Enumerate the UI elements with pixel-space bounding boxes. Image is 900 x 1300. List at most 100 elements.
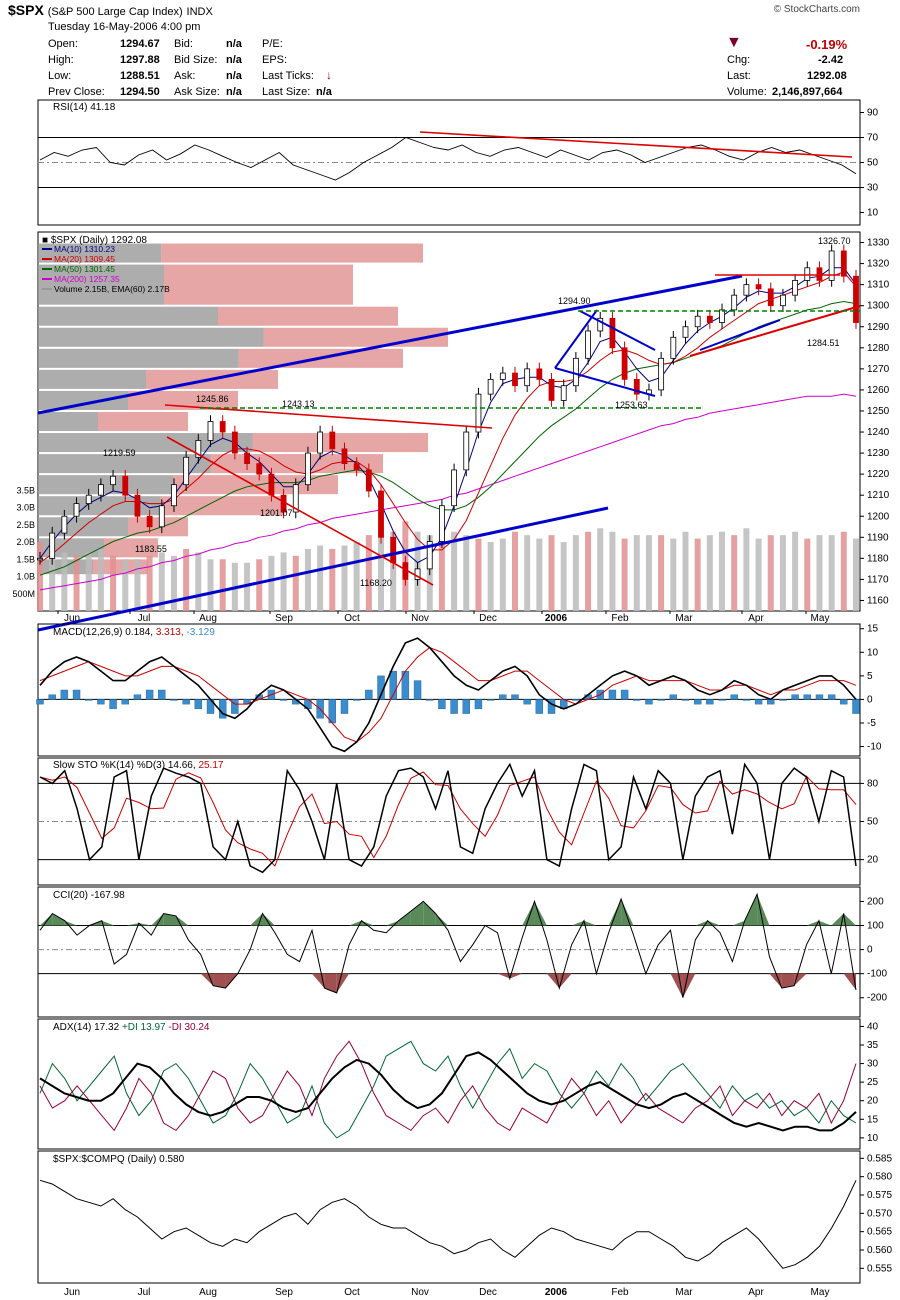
price-candle-body (840, 250, 847, 277)
low-label: Low: (48, 70, 72, 82)
macd-histogram-bar (547, 699, 556, 714)
price-candle-body (499, 372, 506, 380)
cci-oversold-fill (843, 973, 856, 991)
ma-legend-item: Volume 2.15B, EMA(60) 2.17B (54, 284, 170, 294)
cci-overbought-fill (398, 911, 411, 926)
price-candle-body (219, 421, 226, 433)
volume-bar (61, 552, 68, 611)
volume-bar (280, 552, 287, 611)
last-ticks-label: Last Ticks: (262, 70, 314, 82)
high-value: 1297.88 (120, 54, 160, 66)
ratio-legend: $SPX:$COMPQ (Daily) 0.580 (53, 1154, 185, 1165)
price-axis-tick-label: 1300 (867, 301, 890, 312)
sto-axis-tick-label: 20 (867, 855, 879, 866)
volume-bar (256, 559, 263, 611)
volume-by-price-bar (252, 433, 428, 453)
macd-histogram-bar (523, 699, 531, 705)
macd-histogram-bar (450, 699, 458, 714)
ma-legend-item: MA(200) 1257.35 (54, 274, 120, 284)
volume-label: Volume: (727, 86, 767, 98)
bid-size-value: n/a (226, 54, 242, 66)
macd-histogram-bar (36, 699, 44, 705)
price-candle-body (207, 421, 214, 441)
volume-bar (268, 555, 275, 611)
cci-overbought-fill (40, 913, 53, 926)
volume-bar (621, 538, 628, 611)
macd-histogram-bar (462, 699, 470, 714)
cci-oversold-fill (682, 973, 696, 998)
macd-histogram-bar (511, 694, 519, 700)
macd-histogram-bar (72, 689, 81, 700)
cci-overbought-fill (831, 913, 844, 926)
price-candle-body (682, 326, 689, 338)
price-candle-body (195, 440, 202, 458)
change-label: Chg: (727, 54, 751, 66)
macd-histogram-bar (365, 689, 373, 700)
cci-overbought-fill (843, 913, 856, 926)
price-axis-tick-label: 1200 (867, 511, 890, 522)
cci-overbought-fill (608, 899, 622, 926)
macd-histogram-bar (620, 689, 629, 700)
rsi-line (39, 136, 857, 181)
volume-bar (329, 548, 336, 611)
macd-histogram-bar (718, 699, 726, 701)
price-x-label: Oct (344, 613, 360, 624)
macd-histogram-bar (693, 699, 702, 705)
volume-bar (341, 545, 348, 611)
volume-bar (670, 538, 677, 611)
volume-bar (779, 535, 786, 611)
price-legend: ■ $SPX (Daily) 1292.08 (42, 235, 147, 246)
macd-line (39, 637, 857, 753)
volume-bar (487, 542, 494, 611)
cci-oversold-fill (213, 973, 226, 989)
cci-overbought-fill (534, 901, 547, 926)
price-candle-body (694, 315, 701, 328)
volume-bar (499, 538, 506, 611)
macd-histogram-bar (815, 694, 824, 700)
price-axis-tick-label: 1160 (867, 595, 889, 606)
volume-by-price-bar (38, 390, 128, 410)
pennant-line (699, 319, 781, 351)
cci-oversold-fill (312, 973, 325, 989)
volume-bar (828, 535, 835, 611)
price-x-label: Jul (138, 613, 151, 624)
cci-overbought-fill (584, 920, 597, 926)
declining-trendline (166, 436, 434, 586)
volume-bar (585, 531, 592, 611)
price-candle-body (548, 378, 555, 401)
symbol-title: $SPX (S&P 500 Large Cap Index) INDX (8, 2, 213, 18)
sto-legend: Slow STO %K(14) %D(3) 14.66, 25.17 (53, 760, 224, 771)
price-candle-body (743, 284, 750, 296)
cci-overbought-fill (522, 901, 535, 926)
volume-bar (475, 538, 482, 611)
macd-histogram-bar (840, 699, 848, 705)
volume-by-price-bar (160, 496, 283, 516)
price-candle-body (390, 536, 397, 563)
price-candle-body (780, 294, 786, 307)
price-annotation: 1253.63 (615, 400, 648, 410)
macd-histogram-bar (97, 699, 105, 705)
macd-histogram-bar (474, 699, 483, 710)
volume-bar (378, 528, 385, 611)
price-axis-tick-label: 1280 (867, 343, 890, 354)
ma200-line (39, 393, 857, 591)
cci-overbought-fill (818, 920, 832, 926)
price-annotation: 1219.59 (103, 448, 136, 458)
price-candle-body (158, 505, 165, 528)
volume-bar (767, 535, 774, 611)
volume-bar (853, 538, 859, 611)
volume-bar (37, 542, 43, 611)
price-candle-body (451, 469, 457, 507)
macd-histogram-bar (133, 694, 142, 700)
macd-histogram-bar (681, 699, 690, 701)
resistance-trendline (164, 404, 493, 429)
cci-overbought-fill (151, 913, 164, 926)
price-candle-body (585, 330, 591, 359)
volume-bar (353, 542, 360, 611)
ratio-panel-frame (37, 1150, 861, 1284)
price-candle-body (231, 431, 238, 454)
volume-bar (438, 528, 445, 611)
price-candle-body (365, 469, 372, 492)
price-candle-body (37, 557, 43, 561)
volume-by-price-bar (38, 496, 161, 516)
